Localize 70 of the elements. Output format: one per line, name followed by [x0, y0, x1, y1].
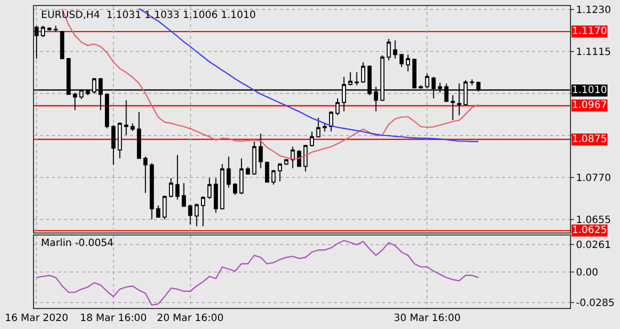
candlestick	[329, 110, 334, 132]
candlestick	[226, 156, 231, 188]
line-series	[36, 240, 480, 306]
candlestick	[162, 195, 167, 220]
candlestick	[188, 204, 192, 225]
candlestick	[354, 72, 359, 86]
candlestick	[111, 124, 116, 166]
ref-line-label: 1.1170	[572, 26, 607, 37]
y-tick-label: 1.1230	[576, 5, 611, 16]
candlestick	[284, 158, 288, 166]
x-tick-label: 18 Mar 16:00	[80, 313, 147, 324]
candlestick	[393, 40, 398, 60]
y-tick-label: 1.1115	[576, 47, 611, 58]
candlestick	[182, 182, 186, 208]
candlestick	[150, 162, 154, 220]
y-tick-label: 0.00	[576, 268, 598, 279]
x-tick-label: 30 Mar 16:00	[394, 313, 461, 324]
candlestick	[278, 162, 282, 182]
candlestick	[297, 149, 302, 167]
y-tick-label: 0.0261	[576, 240, 611, 252]
candlestick	[194, 203, 199, 227]
candlestick	[54, 25, 58, 32]
candlestick	[130, 122, 135, 132]
candlestick	[40, 25, 46, 38]
candlestick	[156, 204, 160, 218]
candlestick	[303, 144, 308, 172]
candlestick	[310, 131, 314, 148]
candlestick	[265, 161, 270, 183]
candlestick	[214, 178, 218, 214]
ref-line-label: 1.0625	[572, 225, 607, 236]
candlestick	[400, 53, 404, 68]
candlestick	[34, 25, 39, 60]
candlestick	[361, 62, 366, 84]
candlestick	[239, 158, 244, 195]
ref-line-label: 1.1010	[572, 85, 607, 96]
candlestick	[175, 154, 180, 200]
y-tick-label: 1.0770	[576, 173, 611, 184]
y-tick-label: 1.0655	[576, 215, 611, 226]
candlestick	[60, 30, 64, 60]
candlestick	[233, 182, 238, 196]
x-tick-label: 16 Mar 2020	[4, 313, 68, 324]
x-tick-label: 20 Mar 16:00	[156, 313, 224, 324]
candlestick	[406, 54, 410, 72]
candlestick	[168, 178, 174, 198]
candlestick	[246, 166, 250, 176]
candlestick	[220, 164, 224, 210]
candlestick	[322, 122, 327, 132]
y-tick-label: -0.0285	[576, 298, 615, 309]
candlestick	[72, 92, 78, 111]
candlestick	[104, 93, 110, 129]
candlestick	[258, 133, 263, 169]
ref-line-label: 1.0875	[572, 134, 607, 145]
candlestick	[124, 100, 128, 136]
chart-title: Marlin -0.0054	[41, 238, 114, 249]
candlestick	[335, 98, 340, 116]
candlestick	[290, 146, 295, 169]
candlestick	[470, 78, 474, 86]
ref-line-label: 1.0967	[572, 100, 607, 111]
candlestick	[136, 111, 142, 159]
candlestick	[450, 94, 455, 120]
candlestick	[118, 122, 122, 159]
candlestick	[207, 178, 212, 200]
candlestick	[47, 26, 52, 31]
candlestick	[386, 38, 391, 61]
candlestick	[316, 117, 320, 138]
candlestick	[143, 156, 148, 194]
candlestick	[271, 170, 276, 186]
candlestick	[252, 141, 256, 176]
candlestick	[348, 72, 352, 86]
candlestick	[200, 196, 206, 227]
